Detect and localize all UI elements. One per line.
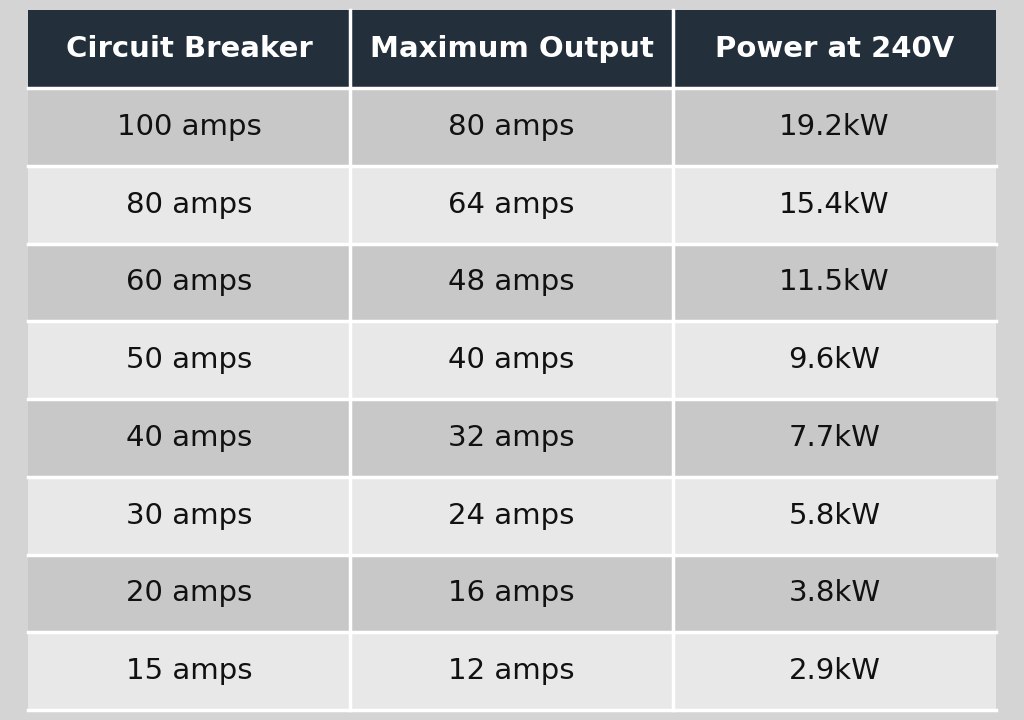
Text: Circuit Breaker: Circuit Breaker: [66, 35, 312, 63]
Bar: [350, 321, 673, 399]
Text: 2.9kW: 2.9kW: [788, 657, 881, 685]
Text: 24 amps: 24 amps: [449, 502, 574, 530]
Bar: [673, 554, 996, 632]
Text: 64 amps: 64 amps: [449, 191, 574, 219]
Bar: [28, 321, 350, 399]
Text: 60 amps: 60 amps: [126, 269, 252, 297]
Bar: [673, 321, 996, 399]
Bar: [28, 632, 350, 710]
Text: 9.6kW: 9.6kW: [788, 346, 881, 374]
Bar: [350, 632, 673, 710]
Bar: [350, 243, 673, 321]
Bar: [350, 10, 673, 88]
Bar: [28, 477, 350, 554]
Text: 15.4kW: 15.4kW: [779, 191, 890, 219]
Text: 80 amps: 80 amps: [449, 113, 574, 141]
Bar: [350, 166, 673, 243]
Bar: [28, 10, 350, 88]
Bar: [28, 554, 350, 632]
Text: 12 amps: 12 amps: [449, 657, 574, 685]
Text: 15 amps: 15 amps: [126, 657, 253, 685]
Bar: [350, 88, 673, 166]
Bar: [28, 88, 350, 166]
Text: 19.2kW: 19.2kW: [779, 113, 890, 141]
Bar: [673, 399, 996, 477]
Text: 50 amps: 50 amps: [126, 346, 252, 374]
Bar: [28, 399, 350, 477]
Text: 40 amps: 40 amps: [449, 346, 574, 374]
Text: 11.5kW: 11.5kW: [779, 269, 890, 297]
Bar: [28, 243, 350, 321]
Text: 100 amps: 100 amps: [117, 113, 261, 141]
Text: 80 amps: 80 amps: [126, 191, 252, 219]
Bar: [350, 477, 673, 554]
Bar: [350, 399, 673, 477]
Bar: [350, 554, 673, 632]
Text: 5.8kW: 5.8kW: [788, 502, 881, 530]
Text: 32 amps: 32 amps: [449, 424, 574, 452]
Text: 40 amps: 40 amps: [126, 424, 252, 452]
Text: Maximum Output: Maximum Output: [370, 35, 653, 63]
Text: 20 amps: 20 amps: [126, 580, 252, 608]
Bar: [673, 632, 996, 710]
Text: Power at 240V: Power at 240V: [715, 35, 954, 63]
Bar: [673, 477, 996, 554]
Bar: [28, 166, 350, 243]
Bar: [673, 88, 996, 166]
Text: 30 amps: 30 amps: [126, 502, 252, 530]
Bar: [673, 10, 996, 88]
Text: 3.8kW: 3.8kW: [788, 580, 881, 608]
Bar: [673, 166, 996, 243]
Text: 16 amps: 16 amps: [449, 580, 574, 608]
Bar: [673, 243, 996, 321]
Text: 7.7kW: 7.7kW: [788, 424, 881, 452]
Text: 48 amps: 48 amps: [449, 269, 574, 297]
